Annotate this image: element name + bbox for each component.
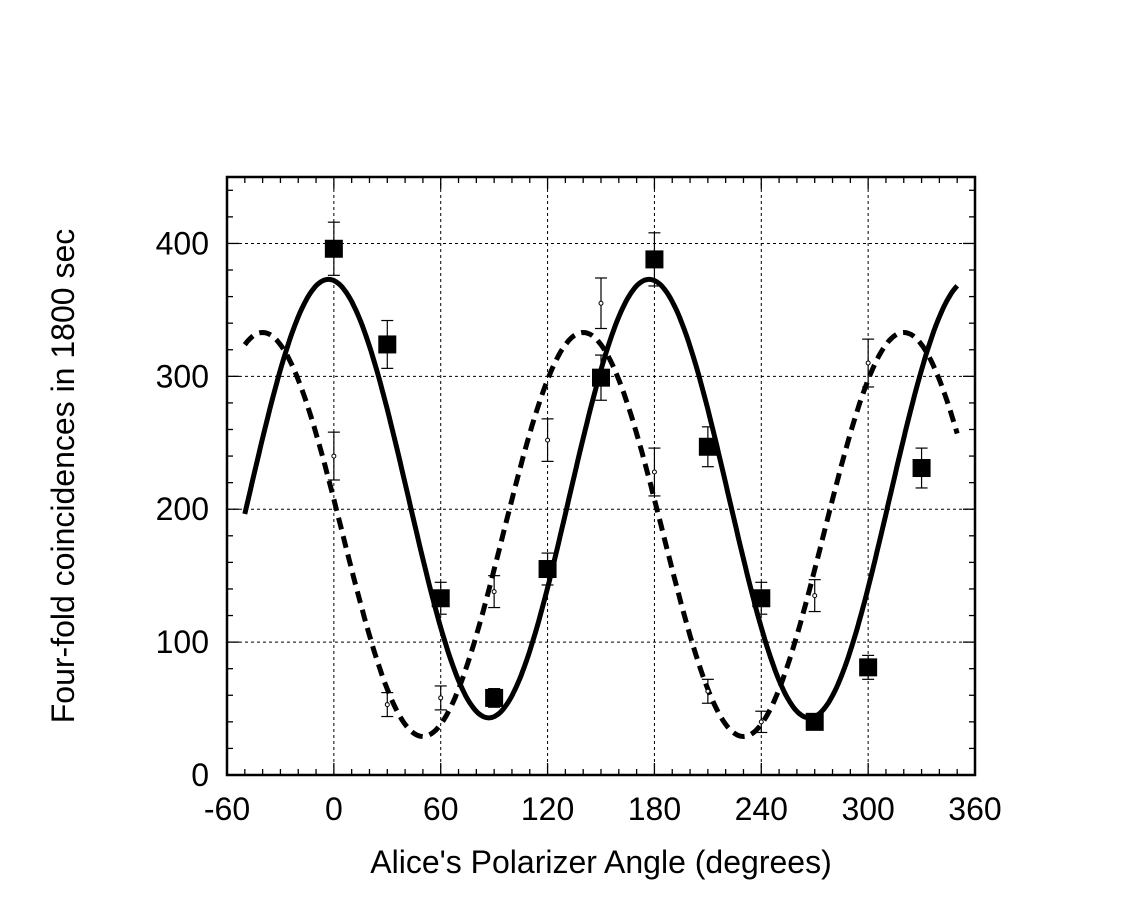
fit-curves [242,276,960,739]
data-point-open [651,469,657,475]
data-point-open [491,589,497,595]
data-point-square [912,459,931,478]
x-tick-label: 360 [948,791,1001,827]
x-tick-label: 240 [735,791,788,827]
data-point-square [378,335,397,354]
data-point-square [538,560,557,579]
y-tick-labels: 0 100 200 300 400 [156,225,209,793]
y-axis-label: Four-fold coincidences in 1800 sec [45,229,81,724]
y-tick-label: 0 [191,757,209,793]
dashed-fit-curve [242,330,960,739]
x-tick-label: 0 [325,791,343,827]
x-tick-label: 120 [521,791,574,827]
data-point-open [705,688,711,694]
y-tick-label: 100 [156,624,209,660]
x-tick-labels: -60 0 60 120 180 240 300 360 [204,791,1002,827]
x-tick-label: 180 [628,791,681,827]
data-point-open [384,702,390,708]
data-point-open [812,593,818,599]
y-tick-label: 200 [156,491,209,527]
data-point-open [438,695,444,701]
data-point-open [598,300,604,306]
data-point-square [645,250,664,269]
data-point-square [324,239,343,258]
y-tick-label: 300 [156,358,209,394]
x-tick-label: -60 [204,791,250,827]
x-tick-label: 60 [423,791,459,827]
minor-ticks [226,177,976,776]
data-point-open [545,437,551,443]
y-tick-label: 400 [156,225,209,261]
plot-frame [225,175,977,777]
data-markers [324,239,931,731]
x-axis-label: Alice's Polarizer Angle (degrees) [370,844,831,880]
x-tick-label: 300 [841,791,894,827]
grid-lines [227,177,975,775]
data-point-square [698,437,717,456]
data-point-square [752,589,771,608]
data-point-square [859,658,878,677]
data-point-open [758,719,764,725]
data-point-square [485,688,504,707]
data-point-open [865,360,871,366]
data-point-square [805,712,824,731]
data-point-open [331,453,337,459]
data-point-square [592,368,610,387]
data-point-square [431,589,450,608]
